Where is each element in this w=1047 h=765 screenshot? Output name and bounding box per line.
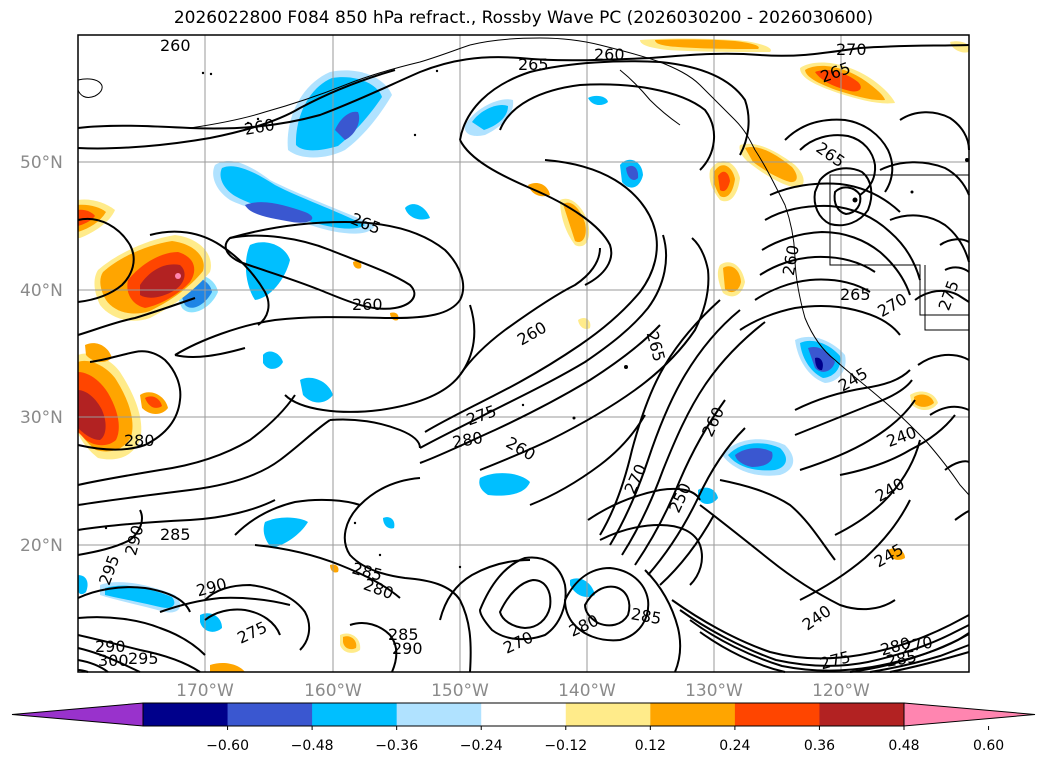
contour-label: 285 bbox=[388, 625, 419, 644]
isolines bbox=[77, 44, 970, 673]
contour-label: 260 bbox=[352, 295, 383, 314]
contour-label: 285 bbox=[160, 525, 191, 544]
lon-label: 120°W bbox=[812, 681, 870, 701]
colorbar-extend-low bbox=[11, 702, 144, 727]
contour-label: 295 bbox=[128, 649, 159, 668]
lon-label: 160°W bbox=[304, 681, 362, 701]
contour-label: 260 bbox=[594, 45, 625, 64]
colorbar-tick-label: 0.24 bbox=[719, 738, 750, 754]
shading-layer bbox=[78, 38, 969, 672]
islands bbox=[104, 69, 969, 569]
colorbar-segment bbox=[565, 703, 651, 726]
colorbar-segment bbox=[396, 703, 482, 726]
contour-labels: 260 265 260 265 270 265 260 265 260 260 … bbox=[95, 36, 963, 673]
contour-label: 290 bbox=[95, 637, 126, 656]
contour-label: 265 bbox=[840, 285, 871, 304]
colorbar-tick-label: −0.12 bbox=[544, 738, 587, 754]
colorbar-tick-label: 0.60 bbox=[973, 738, 1004, 754]
colorbar-frame bbox=[142, 702, 905, 727]
colorbar-tick-label: 0.12 bbox=[635, 738, 666, 754]
colorbar: −0.60 −0.48 −0.36 −0.24 −0.12 0.12 0.24 0.36 0.4… bbox=[11, 702, 1036, 754]
longitude-labels: 170°W 160°W 150°W 140°W 130°W 120°W bbox=[176, 681, 870, 701]
colorbar-segment bbox=[143, 703, 229, 726]
colorbar-tick-label: −0.36 bbox=[375, 738, 418, 754]
contour-label: 290 bbox=[392, 639, 423, 658]
latitude-labels: 50°N 40°N 30°N 20°N bbox=[20, 153, 63, 556]
lat-label: 30°N bbox=[20, 408, 63, 428]
colorbar-tick-label: 0.36 bbox=[804, 738, 835, 754]
lat-label: 50°N bbox=[20, 153, 63, 173]
lon-label: 140°W bbox=[558, 681, 616, 701]
lon-label: 130°W bbox=[685, 681, 743, 701]
colorbar-segment bbox=[481, 703, 567, 726]
colorbar-tick-label: −0.48 bbox=[291, 738, 334, 754]
map-frame bbox=[77, 34, 970, 673]
contour-label: 300 bbox=[98, 651, 129, 670]
colorbar-tick-label: 0.48 bbox=[888, 738, 919, 754]
lon-label: 170°W bbox=[176, 681, 234, 701]
colorbar-segments bbox=[11, 702, 1036, 727]
contour-label: 260 bbox=[160, 36, 191, 55]
colorbar-segment bbox=[650, 703, 736, 726]
colorbar-segment bbox=[227, 703, 313, 726]
colorbar-ticks: −0.60 −0.48 −0.36 −0.24 −0.12 0.12 0.24 0.36 0.4… bbox=[206, 726, 1004, 754]
contour-label: 270 bbox=[836, 40, 867, 59]
colorbar-tick-label: −0.60 bbox=[206, 738, 249, 754]
contour-label: 280 bbox=[124, 431, 155, 450]
contour-label: 265 bbox=[518, 55, 549, 74]
lat-label: 40°N bbox=[20, 281, 63, 301]
colorbar-segment bbox=[819, 703, 905, 726]
lon-label: 150°W bbox=[431, 681, 489, 701]
map-title: 2026022800 F084 850 hPa refract., Rossby… bbox=[173, 8, 874, 28]
colorbar-extend-high bbox=[903, 702, 1036, 727]
colorbar-segment bbox=[734, 703, 820, 726]
colorbar-segment bbox=[312, 703, 398, 726]
lat-label: 20°N bbox=[20, 536, 63, 556]
colorbar-tick-label: −0.24 bbox=[460, 738, 503, 754]
